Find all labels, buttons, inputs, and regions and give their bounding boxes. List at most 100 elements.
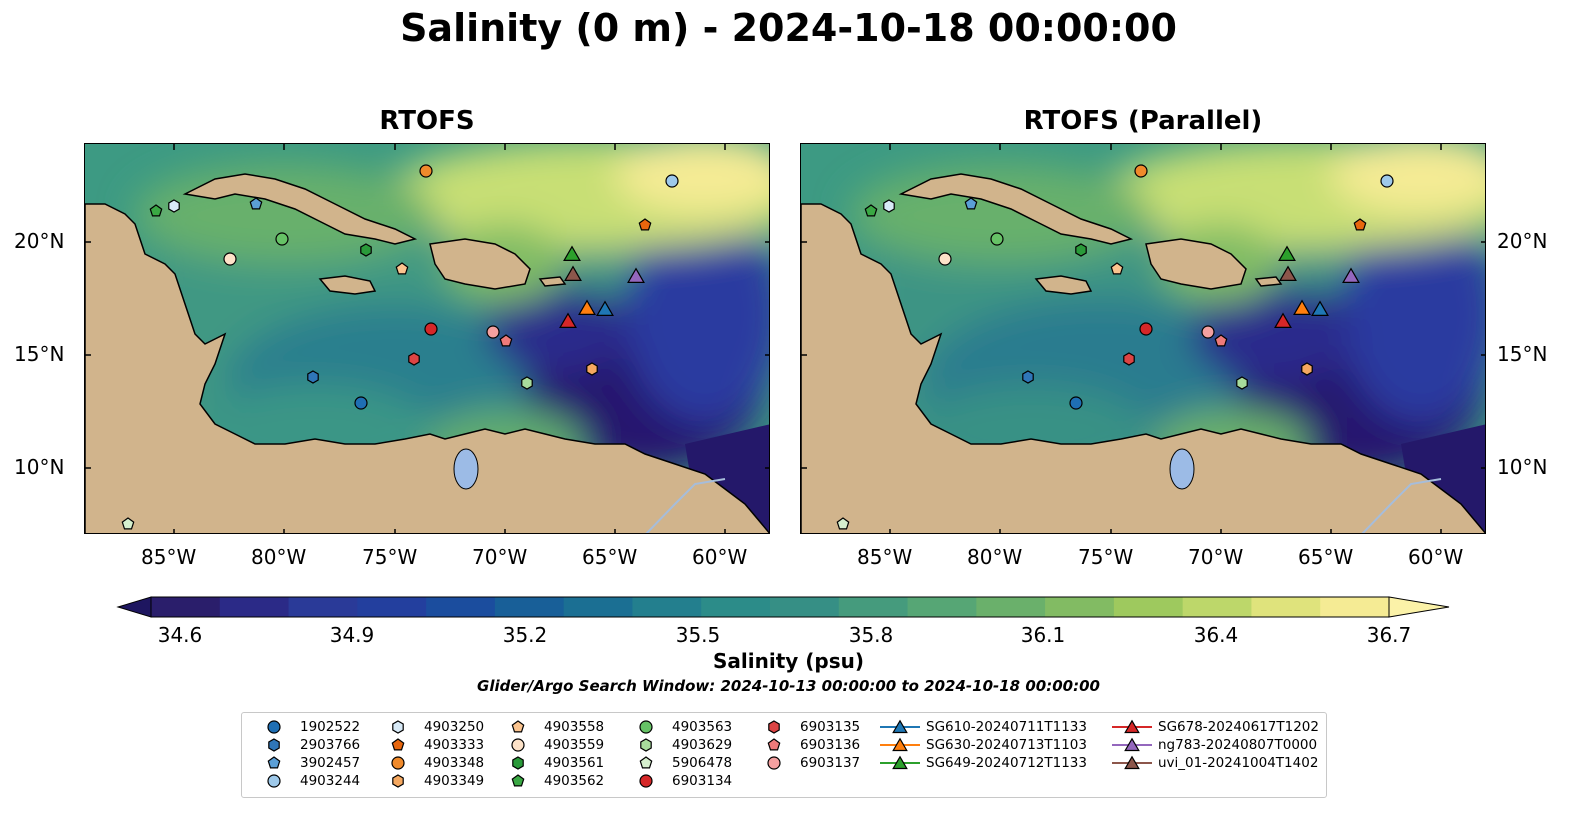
float-marker: [395, 262, 409, 275]
float-marker: [1353, 218, 1367, 231]
float-marker: [586, 362, 598, 376]
colorbar-band: [701, 597, 771, 617]
float-marker: [1311, 300, 1329, 316]
colorbar-tick: 36.7: [1366, 623, 1412, 647]
map-panel-rtofs: [84, 143, 770, 534]
float-markers-left: [121, 164, 679, 530]
float-marker: [360, 243, 372, 257]
lon-label-60w-left: 60°W: [692, 545, 748, 569]
lon-label-70w-right: 70°W: [1188, 545, 1244, 569]
float-marker: [1278, 245, 1296, 262]
float-marker: [596, 300, 614, 316]
legend-symbol: [639, 774, 653, 788]
legend-symbol: [767, 756, 781, 770]
legend-symbol: [267, 720, 281, 734]
lon-label-75w-left: 75°W: [362, 545, 418, 569]
float-marker: [1201, 325, 1215, 339]
float-marker: [499, 334, 513, 347]
legend-symbol: [392, 720, 404, 734]
float-marker: [1342, 267, 1360, 283]
float-marker: [638, 218, 652, 231]
float-marker: [665, 174, 679, 188]
lake-maracaibo: [453, 448, 479, 490]
float-marker: [559, 312, 577, 328]
colorbar-band: [494, 597, 565, 617]
float-marker: [419, 164, 433, 178]
float-marker: [408, 352, 420, 366]
float-marker: [627, 267, 645, 283]
land: [801, 173, 1485, 533]
colorbar-band: [151, 597, 221, 617]
legend-symbol: [892, 755, 908, 770]
float-marker: [1022, 370, 1034, 384]
colorbar-tick: 36.4: [1193, 623, 1239, 647]
legend-symbol: [640, 738, 652, 752]
legend-symbol: [267, 774, 281, 788]
float-marker: [1293, 299, 1311, 315]
lat-label-10n-left: 10°N: [14, 455, 65, 479]
float-marker: [578, 299, 596, 315]
legend-symbol: [268, 738, 280, 752]
float-marker: [1134, 164, 1148, 178]
colorbar-extend-low: [116, 596, 152, 618]
colorbar-band: [1320, 597, 1390, 617]
colorbar-band: [770, 597, 840, 617]
float-marker: [168, 199, 180, 213]
lat-label-20n-right: 20°N: [1497, 229, 1548, 253]
river: [1361, 478, 1442, 533]
legend-symbol: [391, 738, 405, 751]
colorbar-tick: 35.2: [502, 623, 548, 647]
colorbar-band: [1251, 597, 1321, 617]
float-marker: [307, 370, 319, 384]
float-marker: [1139, 322, 1153, 336]
lon-label-80w-right: 80°W: [967, 545, 1023, 569]
float-marker: [1069, 396, 1083, 410]
float-marker: [1075, 243, 1087, 257]
float-marker: [1279, 265, 1297, 281]
legend-symbol: [392, 774, 404, 788]
lon-label-85w-right: 85°W: [857, 545, 913, 569]
legend-symbol: [267, 756, 281, 769]
legend-symbol: [512, 756, 524, 770]
float-marker: [354, 396, 368, 410]
lon-label-70w-left: 70°W: [472, 545, 528, 569]
lat-label-15n-right: 15°N: [1497, 342, 1548, 366]
float-marker: [1236, 376, 1248, 390]
float-marker: [883, 199, 895, 213]
float-marker: [249, 197, 263, 210]
lat-label-10n-right: 10°N: [1497, 455, 1548, 479]
float-marker: [938, 252, 952, 266]
legend-symbol: [892, 737, 908, 752]
legend-symbol: [511, 774, 525, 787]
land: [85, 173, 769, 533]
legend-symbol: [1124, 755, 1140, 770]
float-marker: [424, 322, 438, 336]
float-marker: [521, 376, 533, 390]
float-marker: [1214, 334, 1228, 347]
float-markers-right: [836, 164, 1394, 530]
colorbar-band: [426, 597, 496, 617]
lon-label-65w-right: 65°W: [1298, 545, 1354, 569]
colorbar-tick: 35.8: [848, 623, 894, 647]
float-marker: [990, 232, 1004, 246]
lon-label-65w-left: 65°W: [582, 545, 638, 569]
float-marker: [964, 197, 978, 210]
legend-symbol: [1124, 719, 1140, 734]
lat-label-15n-left: 15°N: [14, 342, 65, 366]
lake-maracaibo: [1169, 448, 1195, 490]
legend-symbol: [767, 738, 781, 751]
legend-symbol: [639, 756, 653, 769]
legend-symbol: [391, 756, 405, 770]
colorbar-frame: [150, 596, 1390, 618]
map-panel-rtofs-parallel: [800, 143, 1486, 534]
colorbar-band: [1045, 597, 1115, 617]
colorbar-band: [838, 597, 909, 617]
colorbar: [116, 596, 1450, 618]
legend: 1902522 2903766 3902457 4903244 4903250 …: [241, 712, 1327, 798]
page-title: Salinity (0 m) - 2024-10-18 00:00:00: [400, 6, 1177, 50]
legend-symbol: [768, 720, 780, 734]
colorbar-tick: 34.9: [329, 623, 375, 647]
float-marker: [1301, 362, 1313, 376]
colorbar-label: Salinity (psu): [712, 649, 864, 673]
panel-title-left: RTOFS: [379, 106, 475, 136]
